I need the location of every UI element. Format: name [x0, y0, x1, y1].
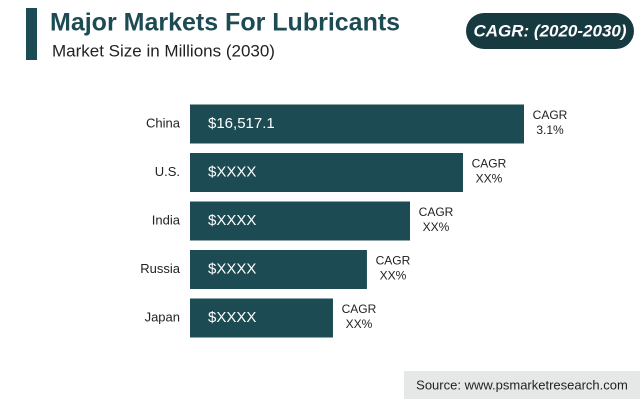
badge-bg — [466, 13, 634, 49]
cagr-heading: CAGR — [342, 302, 377, 316]
cagr-label: XX% — [476, 172, 503, 186]
cagr-label: XX% — [380, 269, 407, 283]
bar — [190, 250, 367, 289]
y-tick-label: India — [152, 212, 181, 227]
y-tick-label: China — [146, 115, 181, 130]
cagr-heading: CAGR — [472, 157, 507, 171]
value-label: $XXXX — [208, 260, 256, 277]
cagr-label: XX% — [346, 317, 373, 331]
cagr-label: 3.1% — [536, 123, 564, 137]
cagr-heading: CAGR — [376, 254, 411, 268]
cagr-label: XX% — [423, 220, 450, 234]
bar — [190, 153, 463, 192]
badge: CAGR: (2020-2030) — [473, 21, 626, 40]
value-label: $16,517.1 — [208, 115, 275, 132]
cagr-heading: CAGR — [419, 205, 454, 219]
source: Source: www.psmarketresearch.com — [416, 377, 628, 392]
y-tick-label: Japan — [145, 309, 180, 324]
y-tick-label: U.S. — [155, 164, 180, 179]
cagr-heading: CAGR — [533, 108, 568, 122]
bar — [190, 201, 411, 241]
source-bg — [404, 371, 640, 399]
value-label: $XXXX — [208, 212, 256, 229]
chart-subtitle: Market Size in Millions (2030) — [52, 41, 275, 60]
title-accent — [26, 8, 37, 60]
chart-title: Major Markets For Lubricants — [50, 9, 400, 37]
y-tick-label: Russia — [140, 261, 181, 276]
value-label: $XXXX — [208, 309, 256, 326]
value-label: $XXXX — [208, 163, 256, 180]
bar — [190, 298, 333, 338]
bar — [190, 104, 524, 144]
